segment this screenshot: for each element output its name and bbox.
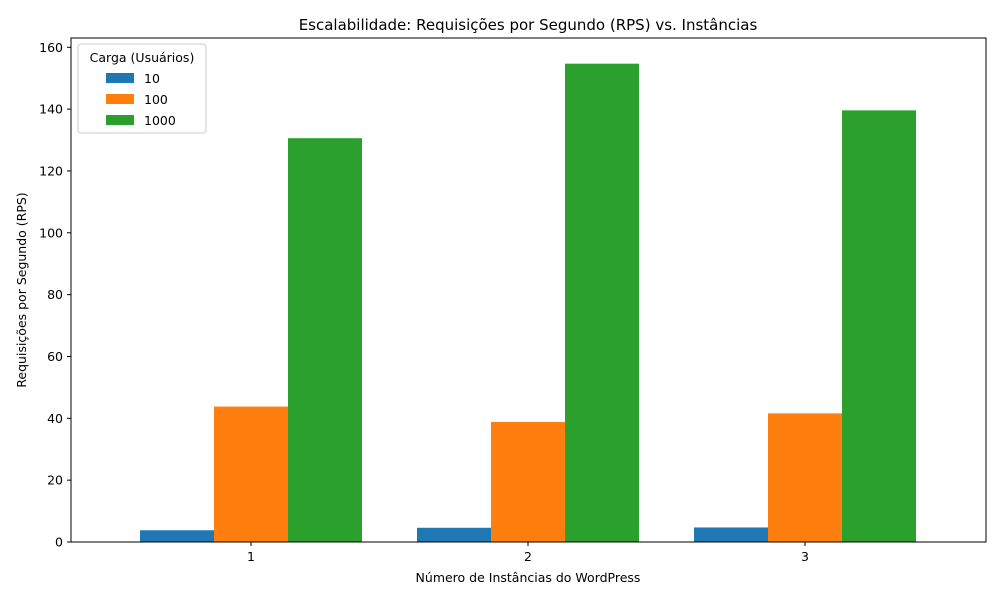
y-tick-label: 140 xyxy=(39,102,63,117)
y-tick-label: 80 xyxy=(47,287,63,302)
legend-label-10: 10 xyxy=(144,71,160,86)
y-tick-label: 60 xyxy=(47,349,63,364)
legend-label-100: 100 xyxy=(144,92,168,107)
y-tick-label: 160 xyxy=(39,40,63,55)
bar-1000-instances-3 xyxy=(842,110,916,543)
y-axis-label: Requisições por Segundo (RPS) xyxy=(14,192,29,387)
y-tick-label: 40 xyxy=(47,411,63,426)
axes-layer: 0 20 40 60 80 100 120 140 160 1 2 3 xyxy=(39,37,987,564)
x-tick-label: 1 xyxy=(247,549,255,564)
bar-100-instances-2 xyxy=(491,422,565,542)
bar-10-instances-2 xyxy=(417,527,491,542)
legend-title: Carga (Usuários) xyxy=(90,50,195,65)
legend-box xyxy=(77,43,207,134)
y-tick-label: 20 xyxy=(47,473,63,488)
legend-swatch-100 xyxy=(106,94,134,104)
bar-100-instances-1 xyxy=(214,406,288,542)
chart-title: Escalabilidade: Requisições por Segundo … xyxy=(299,16,758,34)
legend-swatch-1000 xyxy=(106,115,134,125)
bars-layer xyxy=(140,63,916,543)
legend-label-1000: 1000 xyxy=(144,113,176,128)
bar-1000-instances-2 xyxy=(565,63,639,542)
bar-100-instances-3 xyxy=(768,413,842,542)
legend-swatch-10 xyxy=(106,73,134,83)
bar-1000-instances-1 xyxy=(288,138,362,543)
legend: Carga (Usuários) 10 100 1000 xyxy=(77,43,207,134)
x-axis-label: Número de Instâncias do WordPress xyxy=(416,570,641,585)
bar-10-instances-3 xyxy=(694,527,768,542)
x-tick-label: 3 xyxy=(801,549,809,564)
x-tick-label: 2 xyxy=(524,549,532,564)
y-tick-label: 100 xyxy=(39,225,63,240)
y-tick-label: 120 xyxy=(39,163,63,178)
y-tick-label: 0 xyxy=(55,535,63,550)
bar-10-instances-1 xyxy=(140,530,214,542)
